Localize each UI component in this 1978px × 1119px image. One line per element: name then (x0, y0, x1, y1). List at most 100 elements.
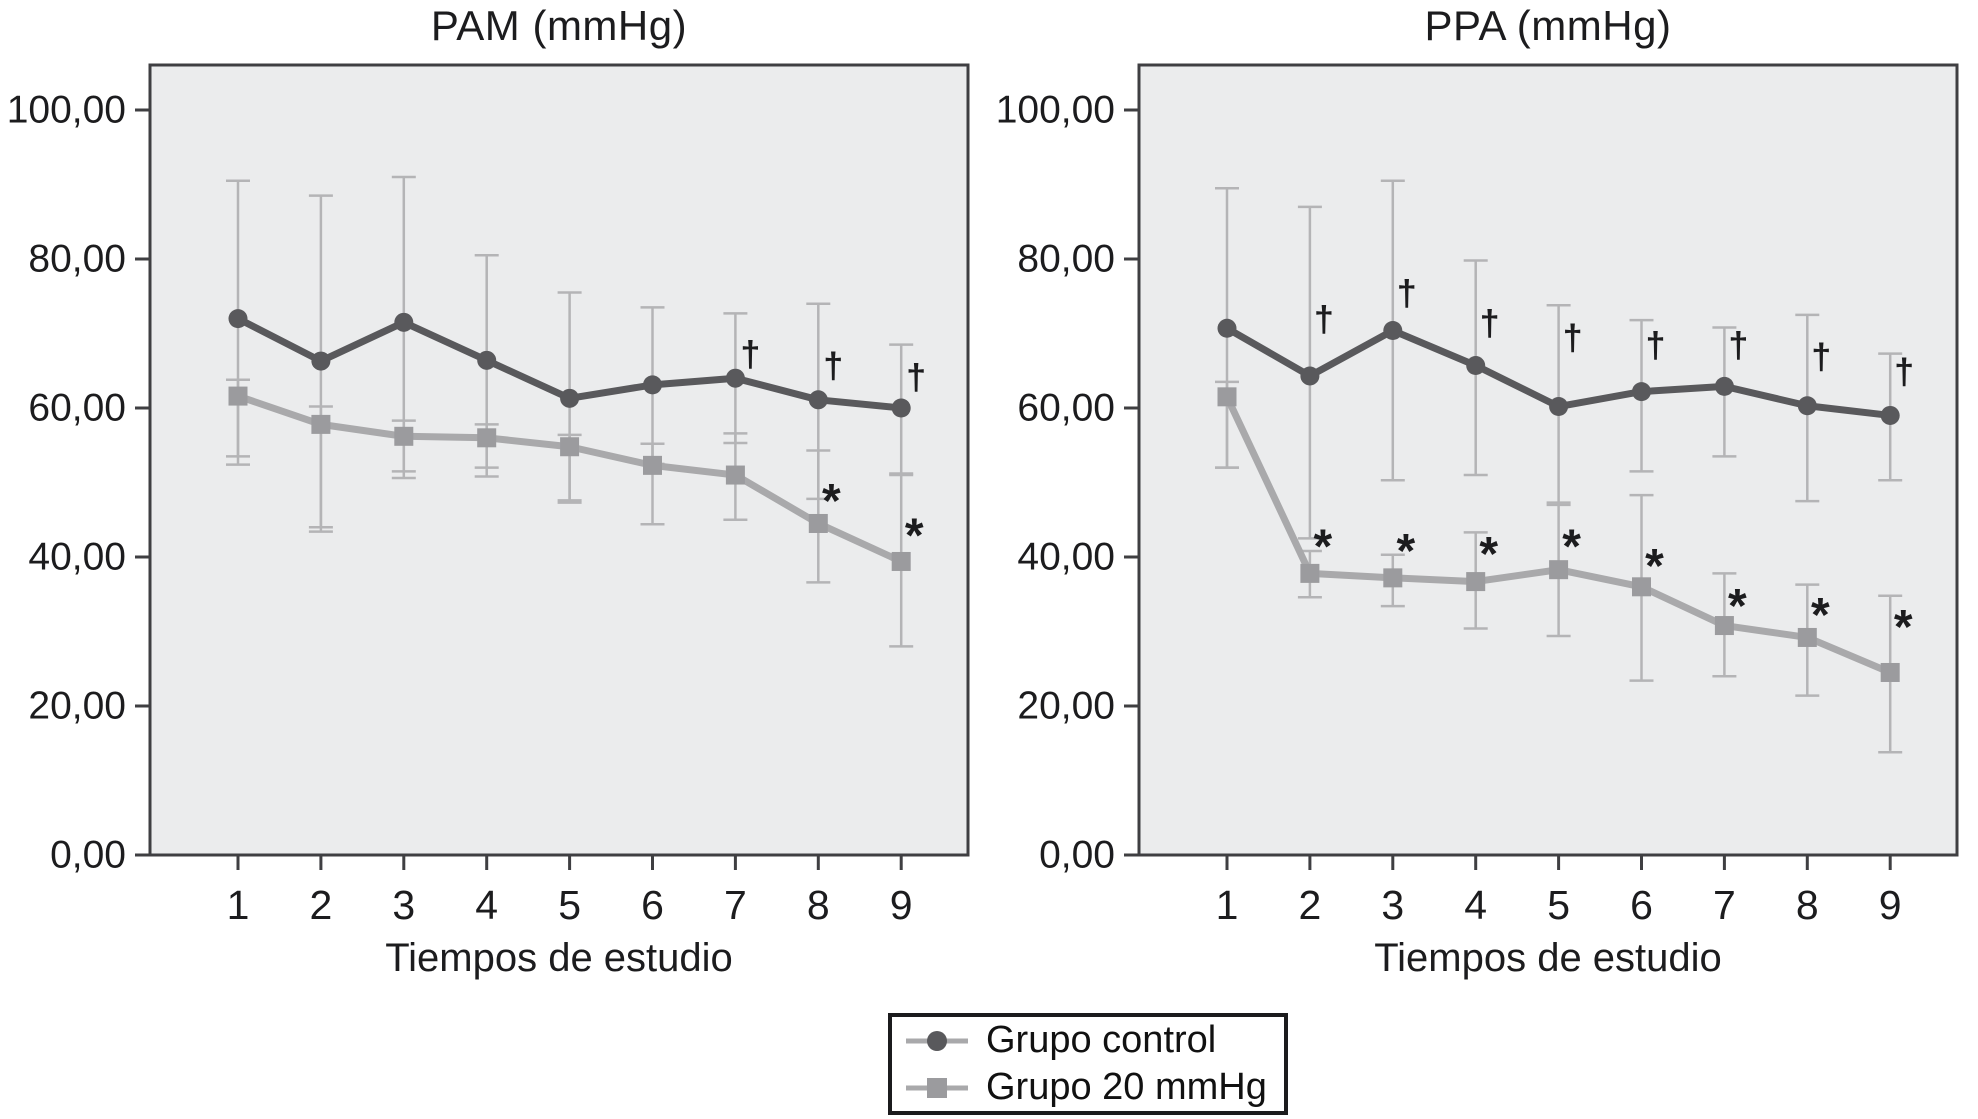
legend-label: Grupo control (986, 1019, 1217, 1061)
legend-marker-square-icon (906, 1077, 968, 1098)
marker-mmhg20 (1300, 563, 1320, 583)
y-tick-label: 80,00 (28, 238, 126, 281)
legend-marker-circle-icon (906, 1030, 968, 1051)
marker-mmhg20 (725, 465, 745, 485)
marker-mmhg20 (1466, 572, 1486, 592)
y-tick-label: 0,00 (50, 834, 126, 877)
marker-mmhg20 (311, 414, 331, 434)
marker-control (1300, 366, 1320, 386)
marker-mmhg20 (1632, 577, 1651, 597)
marker-mmhg20 (1880, 662, 1900, 682)
marker-control (1797, 396, 1817, 416)
marker-mmhg20 (560, 437, 580, 457)
plot-area (148, 63, 970, 857)
marker-mmhg20 (808, 513, 828, 533)
chart-pam: PAM (mmHg) 100,00 80,00 60,00 40,00 20,00 0,0… (0, 0, 989, 1000)
annotation-dagger: † (1894, 351, 1914, 392)
chart-title-pam: PAM (mmHg) (430, 2, 688, 49)
y-tick-label: 80,00 (1017, 238, 1115, 281)
marker-mmhg20 (1714, 616, 1734, 636)
annotation-asterisk: * (1396, 525, 1415, 578)
y-tick-label: 60,00 (28, 387, 126, 430)
x-tick-label: 3 (1381, 882, 1404, 928)
x-tick-label: 7 (724, 882, 747, 928)
marker-mmhg20 (477, 428, 497, 448)
plot-ppa: 100,00 80,00 60,00 40,00 20,00 0,00 1 2 3 4 5 6 7 8 9 †… (996, 63, 1959, 928)
marker-control (394, 312, 414, 332)
annotation-asterisk: * (1479, 528, 1498, 581)
legend-item: Grupo control (904, 1019, 1284, 1062)
legend-item: Grupo 20 mmHg (904, 1066, 1284, 1109)
marker-control (1549, 397, 1569, 417)
marker-mmhg20 (643, 455, 662, 475)
x-tick-label: 5 (1547, 882, 1570, 928)
annotation-asterisk: * (1811, 589, 1830, 642)
annotation-dagger: † (1728, 325, 1748, 366)
x-tick-label: 8 (1796, 882, 1819, 928)
marker-control (311, 351, 331, 371)
y-tick-label: 0,00 (1039, 834, 1115, 877)
annotation-asterisk: * (1645, 540, 1664, 593)
x-tick-label: 2 (1298, 882, 1321, 928)
x-tick-label: 2 (309, 882, 332, 928)
annotation-asterisk: * (905, 509, 924, 562)
legend-label: Grupo 20 mmHg (986, 1066, 1267, 1108)
marker-control (1880, 405, 1900, 425)
y-tick-label: 40,00 (28, 536, 126, 579)
marker-control (1466, 356, 1486, 376)
annotation-asterisk: * (1894, 601, 1913, 654)
x-tick-label: 5 (558, 882, 581, 928)
annotation-asterisk: * (1562, 521, 1581, 574)
legend: Grupo control Grupo 20 mmHg (888, 1013, 1288, 1115)
y-tick-label: 20,00 (1017, 685, 1115, 728)
y-tick-label: 100,00 (996, 89, 1115, 132)
annotation-asterisk: * (1314, 521, 1333, 574)
marker-control (808, 390, 828, 410)
annotation-asterisk: * (1728, 580, 1747, 633)
marker-mmhg20 (891, 551, 911, 571)
marker-control (1632, 382, 1651, 402)
x-tick-label: 8 (807, 882, 830, 928)
marker-mmhg20 (1217, 387, 1237, 407)
annotation-dagger: † (1314, 299, 1334, 340)
x-tick-label: 9 (890, 882, 913, 928)
annotation-dagger: † (906, 357, 926, 398)
marker-control (228, 309, 248, 329)
x-axis-title-ppa: Tiempos de estudio (1374, 936, 1722, 980)
annotation-dagger: † (1397, 273, 1417, 314)
y-tick-label: 60,00 (1017, 387, 1115, 430)
x-tick-label: 3 (392, 882, 415, 928)
annotation-dagger: † (1563, 317, 1583, 358)
marker-mmhg20 (1549, 560, 1569, 580)
plot-area (1137, 63, 1959, 857)
marker-mmhg20 (1797, 627, 1817, 647)
annotation-asterisk: * (822, 475, 841, 528)
marker-control (643, 375, 662, 395)
marker-mmhg20 (394, 426, 414, 446)
x-tick-label: 1 (1216, 882, 1239, 928)
x-tick-label: 6 (1630, 882, 1653, 928)
marker-control (1383, 321, 1403, 341)
x-tick-label: 4 (475, 882, 498, 928)
marker-control (1217, 318, 1237, 338)
chart-ppa: PPA (mmHg) 100,00 80,00 60,00 40,00 20,00 0,0… (989, 0, 1978, 1000)
annotation-dagger: † (1645, 325, 1665, 366)
y-tick-label: 40,00 (1017, 536, 1115, 579)
x-tick-label: 9 (1879, 882, 1902, 928)
annotation-dagger: † (1480, 302, 1500, 343)
marker-control (891, 398, 911, 418)
annotation-dagger: † (823, 345, 843, 386)
annotation-dagger: † (1811, 336, 1831, 377)
x-tick-label: 4 (1464, 882, 1487, 928)
marker-control (477, 350, 497, 370)
legend-items: Grupo control Grupo 20 mmHg (904, 1019, 1284, 1109)
x-axis-title-pam: Tiempos de estudio (385, 936, 733, 980)
marker-control (725, 368, 745, 388)
x-tick-label: 7 (1713, 882, 1736, 928)
marker-mmhg20 (1383, 568, 1403, 588)
chart-title-ppa: PPA (mmHg) (1424, 2, 1672, 49)
x-tick-label: 1 (227, 882, 250, 928)
marker-mmhg20 (228, 386, 248, 406)
marker-control (1714, 376, 1734, 396)
